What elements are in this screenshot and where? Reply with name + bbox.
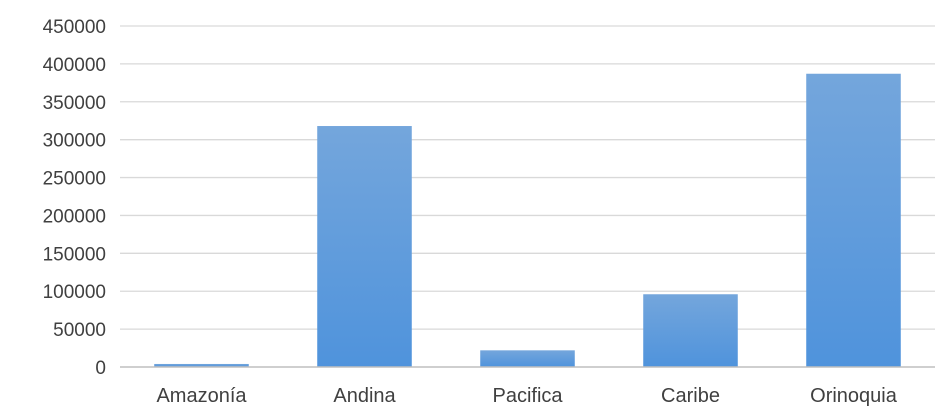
x-axis-category-labels: Amazonía Andina Pacifica Caribe Orinoquia (156, 385, 897, 407)
y-tick-label: 0 (95, 358, 106, 379)
bar-pacifica (480, 350, 575, 367)
bars (154, 73, 901, 368)
bar-amazonía (154, 363, 249, 367)
y-tick-label: 50000 (53, 320, 106, 341)
x-category-label: Andina (333, 385, 396, 407)
y-tick-label: 450000 (43, 17, 106, 38)
y-tick-label: 400000 (43, 55, 106, 76)
y-tick-label: 250000 (43, 169, 106, 190)
y-tick-label: 100000 (43, 282, 106, 303)
bar-orinoquia (806, 73, 901, 368)
x-category-label: Pacifica (492, 385, 563, 407)
x-category-label: Caribe (661, 385, 720, 407)
bar-andina (317, 126, 412, 367)
y-tick-label: 300000 (43, 131, 106, 152)
gridlines (120, 25, 935, 330)
x-category-label: Amazonía (156, 385, 247, 407)
y-tick-label: 150000 (43, 244, 106, 265)
y-tick-label: 350000 (43, 93, 106, 114)
x-category-label: Orinoquia (810, 385, 898, 407)
y-axis-tick-labels: 0 50000 100000 150000 200000 250000 300000 3500… (43, 17, 106, 379)
bar-caribe (643, 294, 738, 367)
y-tick-label: 200000 (43, 206, 106, 227)
